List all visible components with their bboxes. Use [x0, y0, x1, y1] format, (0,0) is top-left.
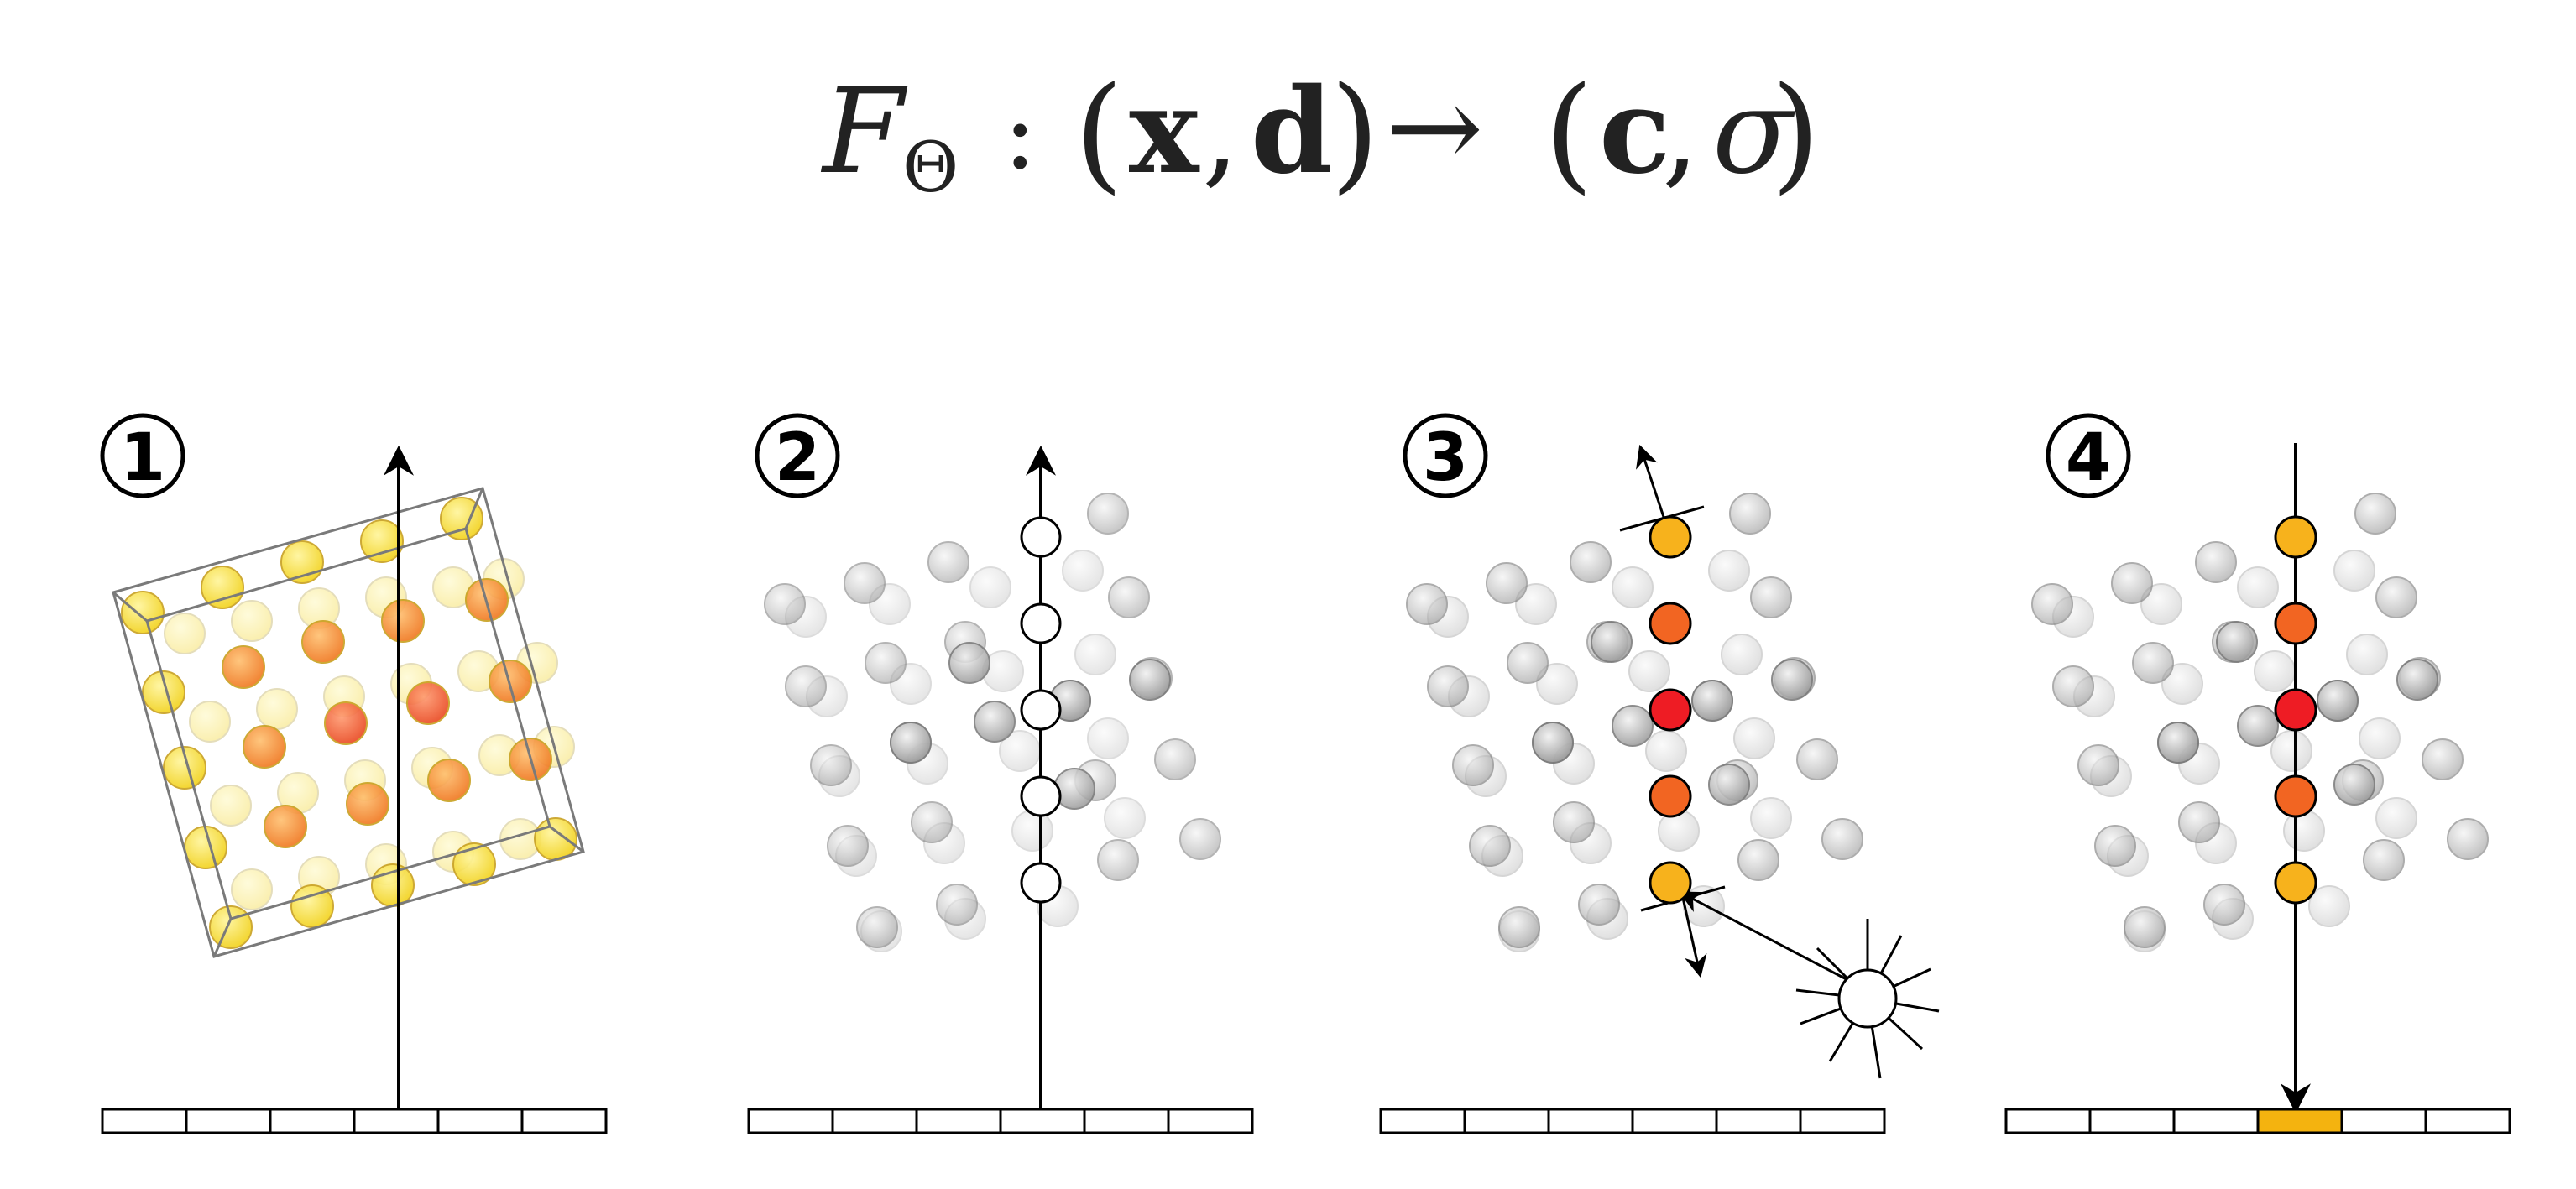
- rendered-pixel: [2256, 1108, 2343, 1134]
- equation-lhs-open: (: [1074, 60, 1124, 206]
- equation-arrow: →: [1385, 60, 1483, 196]
- bounding-box: [112, 487, 585, 958]
- panel-3: 3: [1379, 413, 1940, 1134]
- step-badge-2-label: 2: [775, 420, 820, 496]
- equation-colon: :: [1003, 76, 1037, 192]
- step-badge-1: 1: [100, 413, 185, 498]
- equation-rhs-open: (: [1544, 60, 1594, 206]
- ray-sample-points: [2274, 515, 2317, 905]
- equation-d: d: [1251, 63, 1333, 201]
- step-badge-4-label: 4: [2066, 420, 2111, 496]
- gray-sample-cloud: [1406, 493, 1863, 952]
- image-plane: [2004, 1108, 2511, 1134]
- panel-2: 2: [747, 413, 1254, 1134]
- light-ray: [1679, 891, 1860, 988]
- equation-comma1: ,: [1202, 64, 1240, 201]
- ray-sample-points: [1649, 515, 1692, 905]
- panel-4: 4: [2004, 413, 2511, 1134]
- step-badge-3: 3: [1403, 413, 1488, 498]
- equation-c: c: [1599, 63, 1670, 201]
- step-badge-3-label: 3: [1423, 420, 1468, 496]
- light-source-icon: [1795, 919, 1940, 1079]
- equation: F Θ : ( x , d ) → ( c , σ ): [820, 60, 1821, 208]
- equation-rhs-close: ): [1771, 60, 1821, 206]
- normal-arrow-icon: [1636, 444, 1668, 525]
- step-badge-1-label: 1: [120, 420, 165, 496]
- panel-1: 1: [100, 413, 608, 1134]
- equation-x: x: [1129, 63, 1200, 201]
- equation-theta: Θ: [902, 128, 959, 208]
- equation-lhs-close: ): [1330, 60, 1380, 206]
- gray-sample-cloud: [2031, 493, 2489, 952]
- image-plane: [747, 1108, 1254, 1134]
- image-plane: [1379, 1108, 1886, 1134]
- gray-sample-cloud: [764, 493, 1221, 952]
- step-badge-4: 4: [2046, 413, 2131, 498]
- step-badge-2: 2: [755, 413, 840, 498]
- equation-comma2: ,: [1662, 64, 1700, 201]
- ray-sample-points: [1020, 516, 1062, 904]
- equation-sigma: σ: [1712, 64, 1795, 201]
- equation-F: F: [820, 64, 908, 201]
- sample-cloud: [121, 497, 577, 949]
- image-plane: [101, 1108, 608, 1134]
